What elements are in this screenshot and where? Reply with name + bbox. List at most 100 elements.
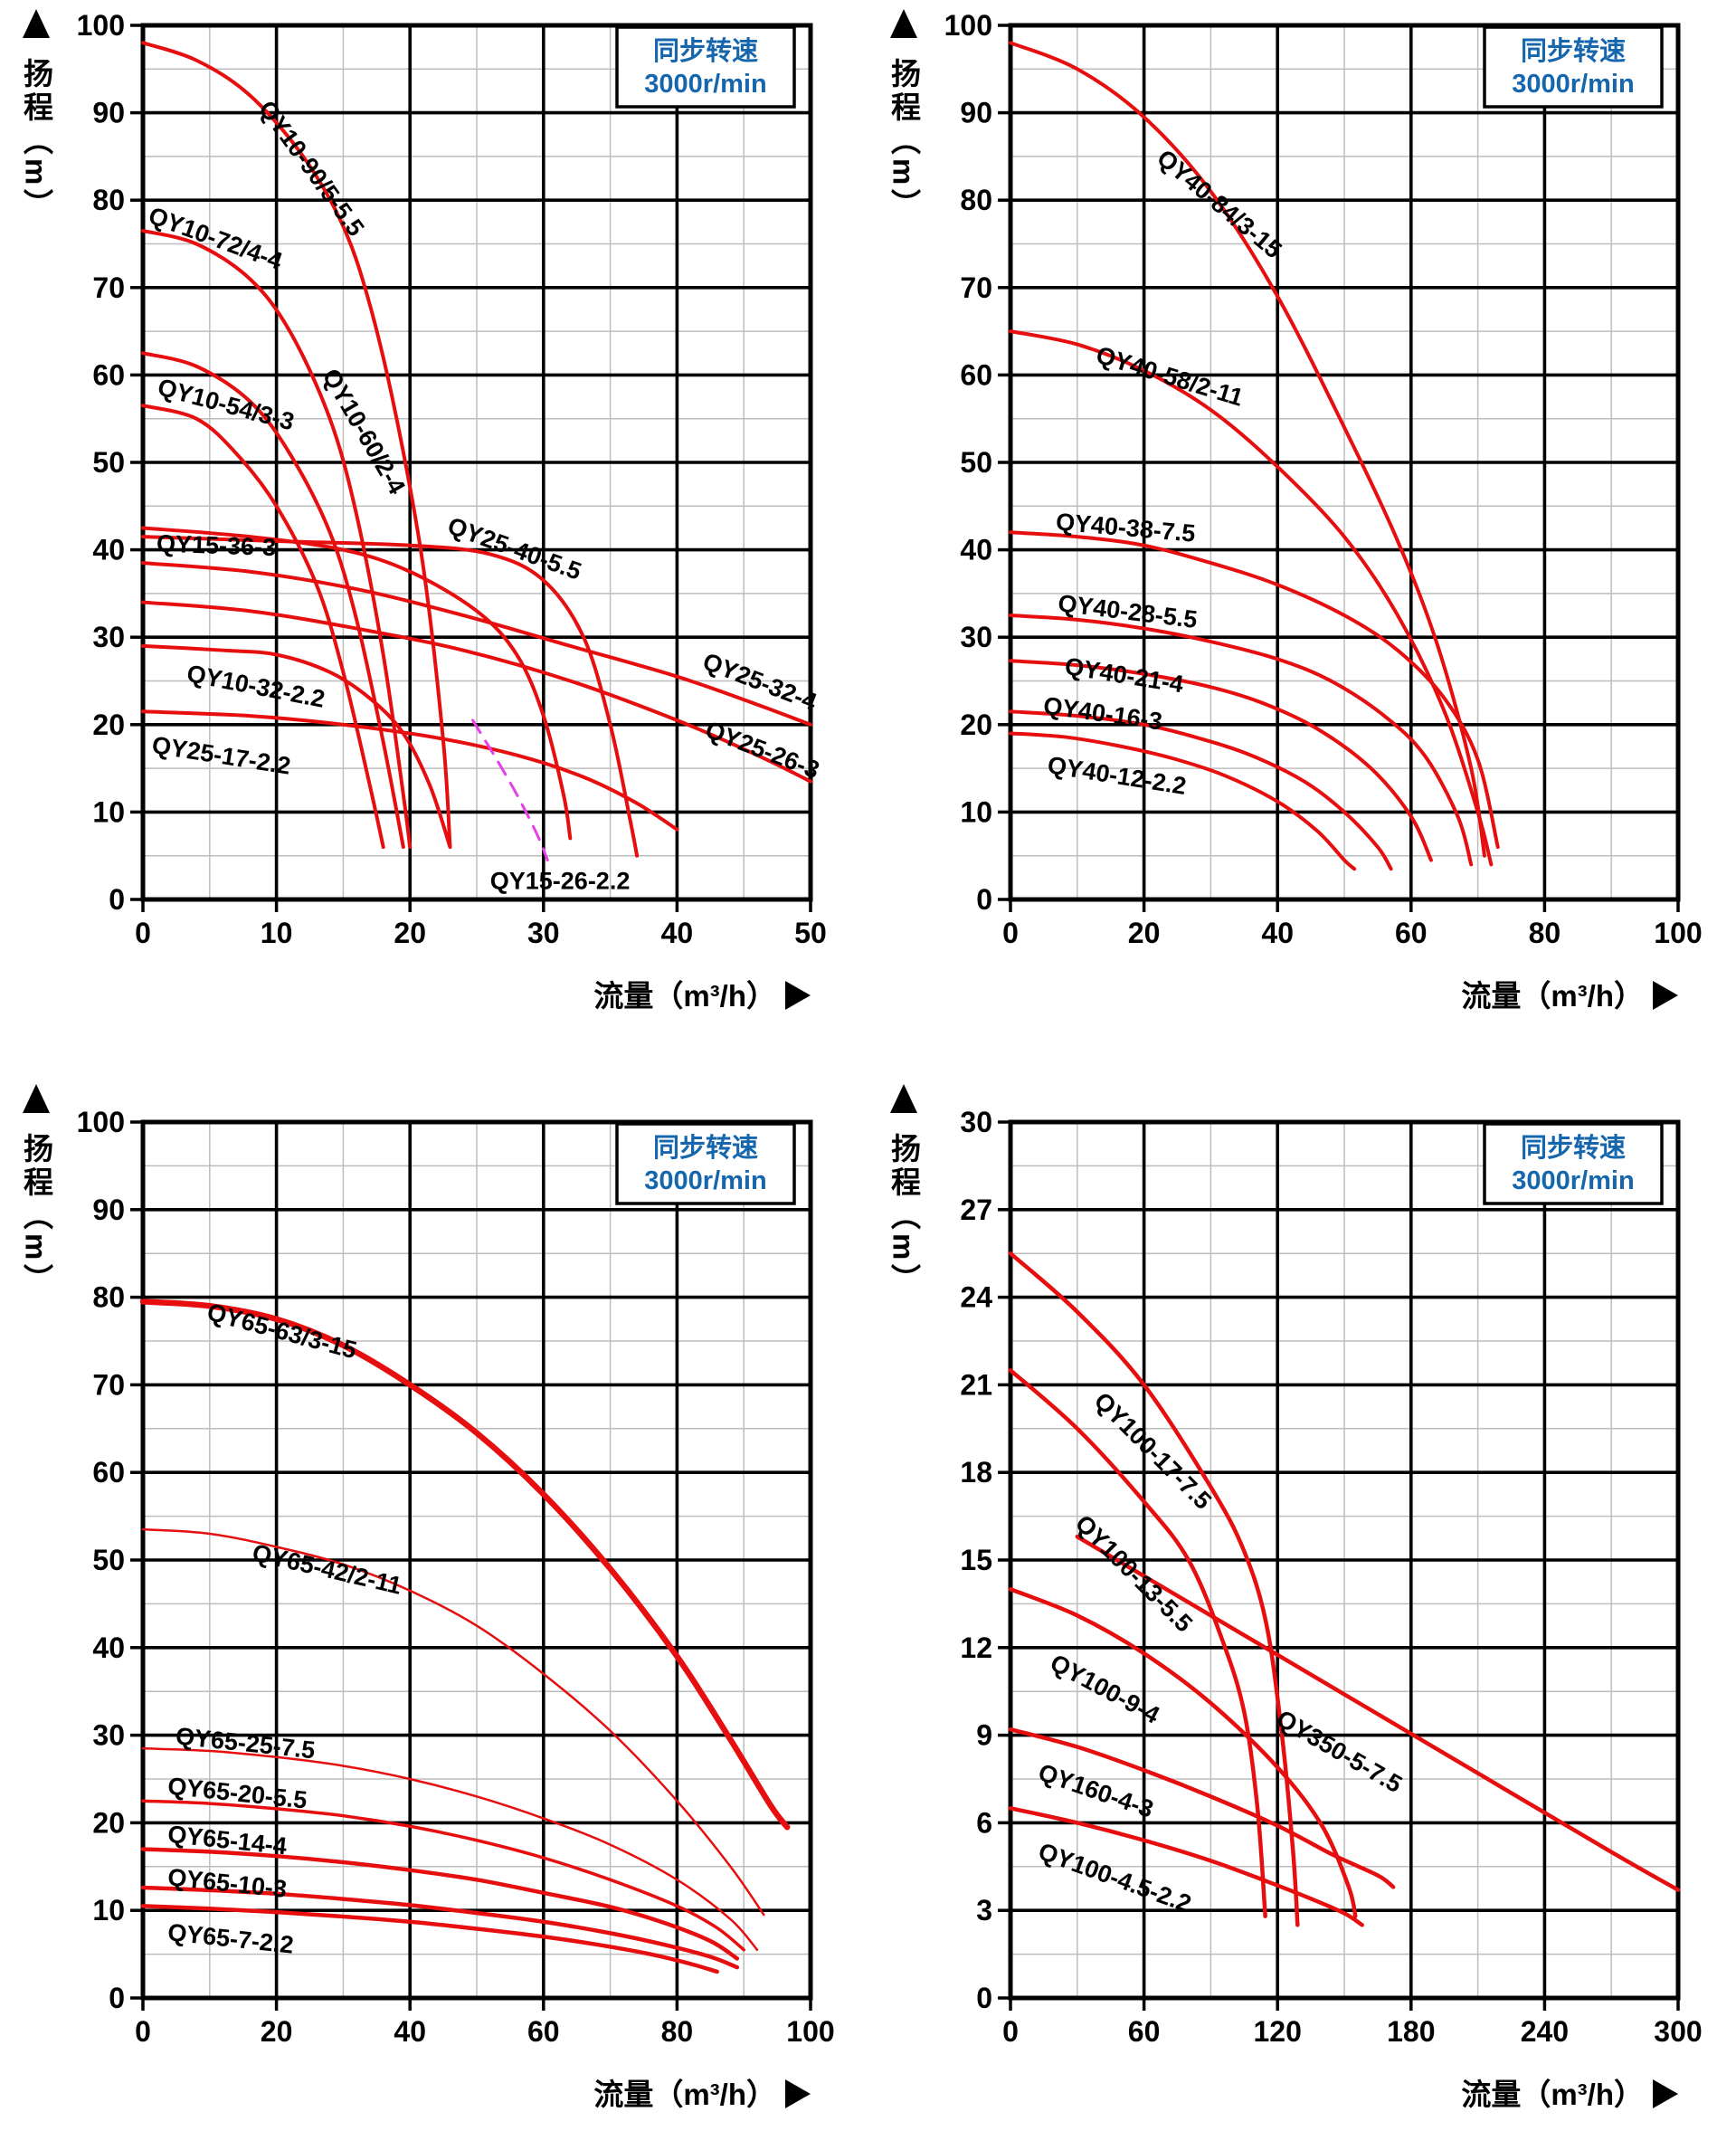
x-axis-title: 流量（m³/h）	[1461, 2078, 1644, 2111]
up-arrow-icon	[890, 9, 917, 38]
curves	[1008, 1251, 1681, 1927]
y-tick-label: 30	[92, 1719, 125, 1752]
x-axis-title: 流量（m³/h）	[1461, 979, 1644, 1013]
y-axis-title: 扬程（m）	[20, 58, 54, 222]
y-tick-label: 100	[944, 9, 992, 42]
curve-label-QY25-17-2.2: QY25-17-2.2	[150, 731, 292, 780]
y-tick-label: 10	[960, 795, 992, 828]
y-tick-label: 50	[92, 446, 125, 479]
curve-label-QY40-84/3-15: QY40-84/3-15	[1152, 144, 1286, 263]
x-tick-label: 40	[394, 2015, 426, 2048]
x-tick-label: 60	[1128, 2015, 1161, 2048]
chart-qy10-qy25-panel: QY10-90/5-5.5 QY10-72/4-4 QY10-60/2-4 QY10-…	[0, 0, 868, 1075]
y-axis-title: 扬程（m）	[887, 1133, 922, 1297]
curve-label-QY100-13-5.5: QY100-13-5.5	[1070, 1509, 1198, 1637]
y-tick-label: 90	[960, 97, 992, 129]
tick-labels: 0 20 40 60 80 100 0 10 20 30 40 50 60 70 80 90 100	[944, 9, 1703, 949]
curves	[139, 1299, 791, 1974]
curve-QY65-7-2.2	[140, 1904, 719, 1974]
y-tick-label: 70	[92, 271, 125, 304]
y-tick-label: 70	[960, 271, 992, 304]
curve-QY10-32-2.2	[141, 643, 452, 850]
curve-label-QY10-60/2-4: QY10-60/2-4	[318, 364, 411, 499]
curve-QY25-26-3	[141, 600, 812, 784]
y-tick-label: 15	[960, 1544, 992, 1576]
right-arrow-icon	[785, 981, 811, 1010]
curve-label-QY10-90/5-5.5: QY10-90/5-5.5	[253, 96, 369, 242]
chart-qy65-panel: QY65-63/3-15 QY65-42/2-11 QY65-25-7.5 QY65-…	[0, 1075, 868, 2150]
curve-labels: QY65-63/3-15 QY65-42/2-11 QY65-25-7.5 QY65-…	[166, 1299, 404, 1959]
speed-note-box	[1483, 25, 1664, 109]
speed-note-line1: 同步转速	[1521, 1133, 1626, 1163]
speed-note-line2: 3000r/min	[644, 70, 766, 99]
x-tick-label: 50	[794, 917, 827, 949]
curve-QY40-16-3	[1009, 709, 1393, 871]
tick-marks	[998, 1120, 1680, 2011]
y-axis-title: 扬程（m）	[887, 58, 922, 222]
x-tick-label: 120	[1254, 2015, 1302, 2048]
curve-QY160-4-3	[1008, 1727, 1396, 1889]
y-tick-label: 50	[92, 1544, 125, 1576]
y-tick-label: 12	[960, 1632, 992, 1664]
up-arrow-icon	[890, 1084, 917, 1113]
major-gridlines	[143, 25, 811, 899]
y-tick-label: 10	[92, 795, 125, 828]
x-tick-label: 60	[527, 2015, 560, 2048]
curve-QY10-90/5-5.5	[141, 41, 452, 850]
up-arrow-icon	[23, 9, 50, 38]
y-tick-label: 21	[960, 1368, 992, 1401]
x-tick-label: 180	[1387, 2015, 1435, 2048]
tick-labels: 0 20 40 60 80 100 0 10 20 30 40 50 60 70 80 90 100	[77, 1106, 835, 2048]
y-tick-label: 20	[92, 1806, 125, 1839]
curve-QY100-17-7.5	[1008, 1251, 1300, 1927]
curve-labels: QY40-84/3-15QY40-58/2-11QY40-38-7.5QY40-…	[1042, 144, 1287, 800]
curve-label-QY10-72/4-4: QY10-72/4-4	[145, 202, 286, 275]
x-tick-label: 240	[1521, 2015, 1569, 2048]
tick-labels: 0 60 120 180 240 300 0 3 6 9 12 15 18 21 24 27 30	[960, 1106, 1702, 2048]
major-gridlines	[1010, 1122, 1678, 1998]
x-tick-label: 0	[135, 917, 151, 949]
y-tick-label: 0	[976, 1982, 992, 2014]
curve-label-QY10-32-2.2: QY10-32-2.2	[185, 660, 327, 713]
y-tick-label: 9	[976, 1719, 992, 1752]
curve-QY40-28-5.5	[1009, 614, 1474, 867]
y-tick-label: 50	[960, 446, 992, 479]
y-tick-label: 80	[92, 184, 125, 216]
curve-QY40-84/3-15	[1009, 41, 1486, 858]
y-tick-label: 80	[92, 1281, 125, 1314]
curve-QY65-10-3	[140, 1885, 740, 1970]
speed-note-line2: 3000r/min	[1512, 70, 1634, 99]
chart-qy40-panel: QY40-84/3-15 QY40-58/2-11 QY40-38-7.5 QY40-…	[868, 0, 1736, 1075]
curve-label-QY65-42/2-11: QY65-42/2-11	[250, 1539, 404, 1600]
x-tick-label: 60	[1395, 917, 1428, 949]
y-tick-label: 60	[92, 358, 125, 391]
tick-marks	[130, 1120, 812, 2011]
major-gridlines	[1010, 25, 1678, 899]
x-tick-label: 20	[261, 2015, 293, 2048]
speed-note-line2: 3000r/min	[644, 1166, 766, 1195]
curve-QY100-13-5.5	[1008, 1368, 1267, 1918]
x-tick-label: 80	[661, 2015, 694, 2048]
x-tick-label: 20	[394, 917, 426, 949]
curve-QY65-20-5.5	[141, 1799, 745, 1952]
y-tick-label: 24	[960, 1281, 992, 1314]
y-tick-label: 40	[92, 1632, 125, 1664]
speed-note-line1: 同步转速	[653, 36, 758, 66]
y-tick-label: 60	[92, 1456, 125, 1489]
x-tick-label: 20	[1128, 917, 1161, 949]
y-tick-label: 6	[976, 1806, 992, 1839]
chart-qy100-qy160-qy350-panel: QY100-17-7.5 QY100-13-5.5 QY100-9-4 QY160-4…	[868, 1075, 1736, 2150]
curves	[1009, 41, 1500, 871]
curve-QY15-26-2.2	[471, 718, 549, 862]
curve-QY40-38-7.5	[1009, 530, 1500, 850]
speed-note-line1: 同步转速	[1521, 36, 1626, 66]
curve-label-QY65-10-3: QY65-10-3	[166, 1863, 288, 1903]
y-axis-title: 扬程（m）	[20, 1133, 54, 1297]
curves	[141, 41, 812, 862]
up-arrow-icon	[23, 1084, 50, 1113]
y-tick-label: 0	[976, 883, 992, 916]
tick-labels: 0 10 20 30 40 50 0 10 20 30 40 50 60 70 80 90 100	[77, 9, 827, 949]
